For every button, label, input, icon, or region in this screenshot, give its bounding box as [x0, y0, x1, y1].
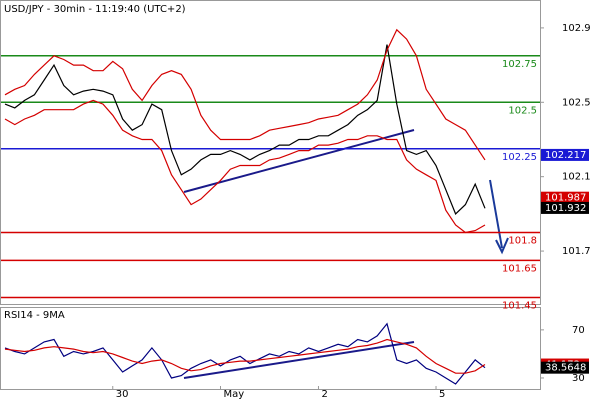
price-box-label: 102.217	[545, 150, 586, 161]
rsi-box-label: 38.5648	[545, 363, 586, 374]
level-label: 101.45	[502, 301, 537, 312]
price-line	[4, 99, 486, 234]
price-line	[4, 44, 486, 215]
down-arrow	[489, 179, 509, 255]
price-box	[541, 191, 589, 204]
level-label: 102.25	[502, 152, 537, 163]
rsi-title: RSI14 - 9MA	[4, 310, 65, 321]
level-label: 102.5	[508, 105, 537, 116]
level-label: 101.8	[508, 235, 537, 246]
y-tick-label: 102.1	[562, 172, 590, 183]
rsi-box	[541, 361, 589, 374]
main-panel	[0, 0, 541, 305]
price-line	[4, 28, 486, 161]
rsi-line	[4, 338, 486, 374]
level-label: 101.65	[502, 263, 537, 274]
price-box	[541, 201, 589, 214]
rsi-y-tick-label: 70	[572, 325, 585, 336]
x-tick-label: 5	[439, 389, 445, 400]
y-tick-label: 102.9	[562, 23, 590, 34]
x-tick-label: 2	[321, 389, 327, 400]
rsi-line	[4, 322, 486, 385]
x-tick-label: May	[224, 389, 245, 400]
y-tick-label: 101.7	[562, 246, 590, 257]
trend-line	[183, 129, 415, 193]
level-label: 102.75	[502, 59, 537, 70]
rsi-trend-line	[183, 341, 415, 379]
rsi-y-tick-label: 30	[572, 373, 585, 384]
x-tick-label: 30	[116, 389, 129, 400]
rsi-panel	[0, 307, 541, 390]
y-tick-label: 102.5	[562, 97, 590, 108]
chart-title: USD/JPY - 30min - 11:19:40 (UTC+2)	[4, 4, 186, 15]
price-box	[541, 148, 589, 161]
price-box-label: 101.987	[545, 193, 586, 204]
price-box-label: 101.932	[545, 203, 586, 214]
